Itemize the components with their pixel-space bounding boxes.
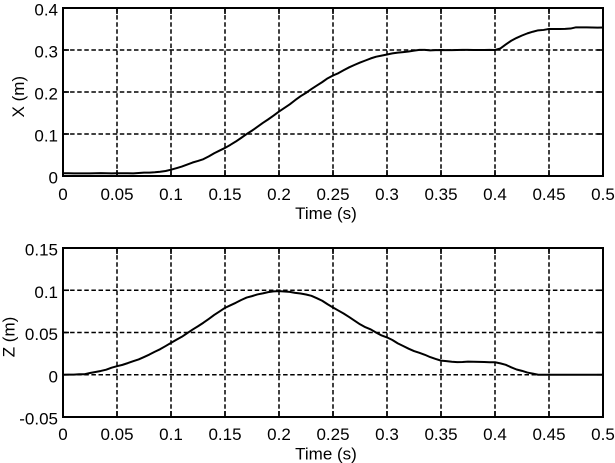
svg-text:0.3: 0.3 — [375, 185, 399, 204]
svg-text:Time (s): Time (s) — [295, 444, 357, 463]
svg-text:Time (s): Time (s) — [295, 204, 357, 223]
svg-text:0.5: 0.5 — [591, 425, 615, 444]
svg-text:Z (m): Z (m) — [0, 317, 19, 358]
svg-text:0.05: 0.05 — [100, 425, 133, 444]
svg-text:0.15: 0.15 — [208, 185, 241, 204]
svg-text:0.1: 0.1 — [159, 185, 183, 204]
svg-text:0.5: 0.5 — [591, 185, 615, 204]
svg-text:0.1: 0.1 — [34, 127, 58, 146]
svg-text:0.2: 0.2 — [267, 425, 291, 444]
svg-text:0.2: 0.2 — [34, 85, 58, 104]
svg-text:0.25: 0.25 — [316, 185, 349, 204]
svg-text:0: 0 — [58, 185, 67, 204]
svg-text:X (m): X (m) — [9, 76, 28, 118]
svg-text:0: 0 — [49, 169, 58, 188]
svg-text:0.25: 0.25 — [316, 425, 349, 444]
svg-text:0.45: 0.45 — [532, 425, 565, 444]
svg-text:0.35: 0.35 — [424, 425, 457, 444]
svg-text:0.35: 0.35 — [424, 185, 457, 204]
svg-text:0.45: 0.45 — [532, 185, 565, 204]
svg-text:0.05: 0.05 — [100, 185, 133, 204]
svg-text:0: 0 — [58, 425, 67, 444]
svg-text:-0.05: -0.05 — [19, 410, 58, 429]
svg-text:0.3: 0.3 — [34, 43, 58, 62]
svg-text:0.3: 0.3 — [375, 425, 399, 444]
svg-text:0.05: 0.05 — [25, 325, 58, 344]
svg-text:0.4: 0.4 — [34, 1, 58, 20]
svg-text:0.2: 0.2 — [267, 185, 291, 204]
svg-text:0.4: 0.4 — [483, 185, 507, 204]
svg-text:0.15: 0.15 — [208, 425, 241, 444]
svg-text:0.15: 0.15 — [25, 241, 58, 260]
svg-text:0: 0 — [49, 367, 58, 386]
svg-text:0.1: 0.1 — [34, 283, 58, 302]
svg-text:0.1: 0.1 — [159, 425, 183, 444]
svg-text:0.4: 0.4 — [483, 425, 507, 444]
